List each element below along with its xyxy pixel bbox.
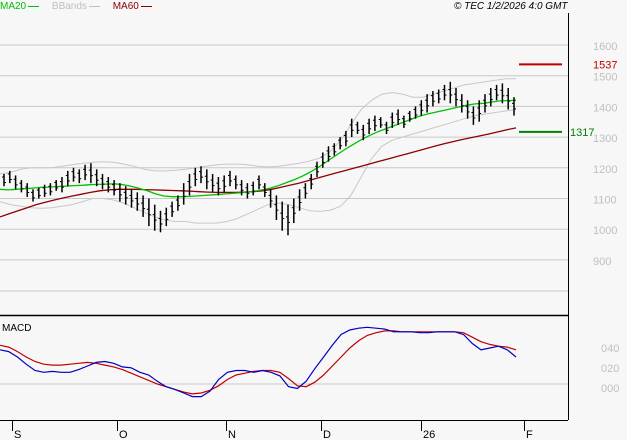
legend-swatch (88, 5, 100, 7)
price-tick-label: 1000 (593, 225, 617, 237)
chart-legend: MA20 BBands MA60 (0, 1, 162, 12)
price-axis: 1600 1500 1400 1300 1200 1100 1000 900 (593, 41, 617, 268)
legend-item-ma60: MA60 (113, 1, 152, 12)
time-tick-label: N (228, 429, 236, 440)
price-tick-label: 1600 (593, 41, 617, 53)
resistance-label: 1537 (593, 59, 617, 71)
ma20-line (0, 99, 517, 198)
price-tick-label: 900 (593, 256, 611, 268)
time-axis: S O N D 26 F (12, 420, 533, 440)
macd-tick-label: 040 (601, 343, 619, 355)
time-tick-label: 26 (423, 429, 435, 440)
time-tick-label: F (526, 429, 533, 440)
macd-title: MACD (2, 323, 31, 334)
bb-lower-line (0, 109, 517, 224)
price-tick-label: 1300 (593, 133, 617, 145)
macd-tick-label: 020 (601, 363, 619, 375)
bb-upper-line (0, 78, 516, 175)
bollinger-bands (0, 78, 517, 224)
ma20-path (0, 99, 517, 198)
time-tick-label: D (323, 429, 331, 440)
legend-swatch (140, 5, 152, 7)
macd-line (0, 326, 517, 398)
time-tick-label: O (119, 429, 128, 440)
macd-tick-label: 000 (601, 383, 619, 395)
price-tick-label: 1500 (593, 72, 617, 84)
support-label: 1317 (570, 127, 594, 139)
price-tick-label: 1200 (593, 164, 617, 176)
copyright-timestamp: © TEC 1/2/2026 4:0 GMT (454, 1, 568, 12)
price-level-markers: 1537 1317 (519, 59, 617, 139)
macd-panel: 040 020 000 (0, 326, 619, 398)
legend-item-ma20: MA20 (0, 1, 40, 12)
legend-swatch (28, 5, 40, 7)
price-tick-label: 1100 (593, 195, 617, 207)
price-tick-label: 1400 (593, 102, 617, 114)
legend-item-bbands: BBands (52, 1, 100, 12)
price-bars (2, 81, 516, 236)
time-tick-label: S (14, 429, 21, 440)
